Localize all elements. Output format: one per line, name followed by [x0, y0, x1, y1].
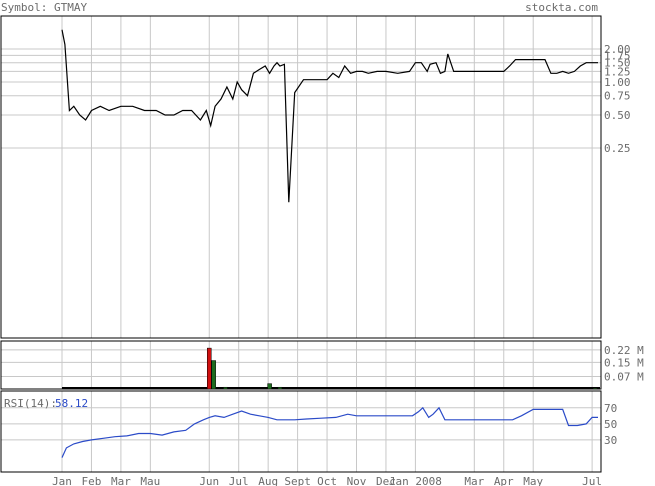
volume-bar — [277, 386, 283, 390]
price-panel-frame — [0, 15, 602, 339]
price-y-tick-label: 0.25 — [604, 142, 631, 155]
x-tick-label: Mar — [464, 475, 484, 486]
rsi-series-line — [61, 406, 598, 458]
x-tick-label: Jul — [229, 475, 249, 486]
x-tick-label: Jan — [52, 475, 72, 486]
price-y-tick-label: 0.75 — [604, 90, 631, 103]
y-axis-labels: 2.001.751.501.251.000.750.500.250.22 M0.… — [604, 43, 644, 447]
volume-y-tick-label: 0.07 M — [604, 371, 644, 384]
price-y-tick-label: 1.50 — [604, 57, 631, 70]
x-tick-label: Apr — [494, 475, 514, 486]
price-y-tick-label: 1.00 — [604, 76, 631, 89]
volume-bar — [207, 347, 212, 390]
x-tick-label: Jun — [199, 475, 219, 486]
volume-bar — [267, 383, 272, 390]
rsi-y-tick-label: 70 — [604, 402, 617, 415]
price-series-line — [61, 29, 598, 203]
volume-bar — [592, 387, 598, 390]
x-tick-label: Sept — [284, 475, 311, 486]
price-y-tick-label: 1.25 — [604, 65, 631, 78]
x-tick-label: Oct — [317, 475, 337, 486]
rsi-label: RSI(14): — [4, 397, 57, 410]
x-tick-label: May — [523, 475, 543, 486]
price-y-tick-label: 0.50 — [604, 109, 631, 122]
x-tick-label: Feb — [82, 475, 102, 486]
x-tick-label: Aug — [258, 475, 278, 486]
symbol-label: Symbol: GTMAY — [1, 1, 87, 14]
site-label: stockta.com — [525, 1, 598, 14]
x-tick-label: Jul — [582, 475, 602, 486]
volume-bar — [223, 386, 228, 390]
x-tick-label: Dec — [376, 475, 396, 486]
rsi-y-tick-label: 50 — [604, 418, 617, 431]
x-tick-label: Jan 2008 — [389, 475, 442, 486]
rsi-y-tick-label: 30 — [604, 434, 617, 447]
price-panel — [61, 29, 598, 203]
volume-bar — [211, 360, 216, 390]
x-tick-label: Mau — [140, 475, 160, 486]
rsi-panel: RSI(14): 58.12 — [4, 397, 598, 458]
grid — [1, 16, 601, 472]
volume-y-tick-label: 0.15 M — [604, 356, 644, 369]
x-tick-label: Nov — [347, 475, 367, 486]
price-y-tick-label: 2.00 — [604, 43, 631, 56]
rsi-panel-frame — [0, 390, 602, 473]
price-y-tick-label: 1.75 — [604, 49, 631, 62]
x-tick-label: Mar — [111, 475, 131, 486]
rsi-current-value: 58.12 — [55, 397, 88, 410]
volume-y-tick-label: 0.22 M — [604, 344, 644, 357]
volume-panel — [62, 347, 600, 390]
